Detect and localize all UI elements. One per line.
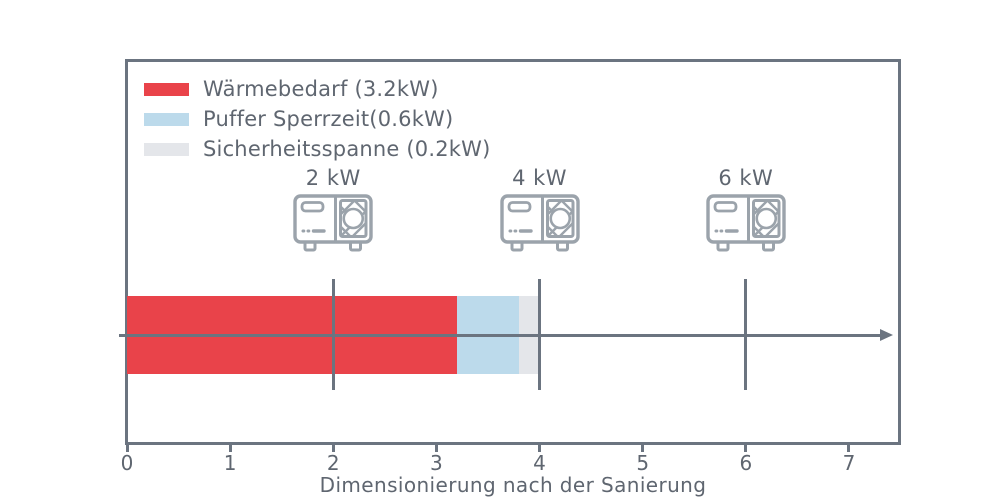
x-axis-tick-label: 1 (223, 451, 237, 475)
x-axis-tick (331, 444, 335, 452)
legend-label: Wärmebedarf (3.2kW) (203, 77, 439, 101)
legend-label: Puffer Sperrzeit(0.6kW) (203, 107, 454, 131)
legend-swatch (144, 112, 189, 126)
x-axis-tick-label: 0 (120, 451, 134, 475)
x-axis-title: Dimensionierung nach der Sanierung (319, 473, 707, 497)
x-axis-tick (434, 444, 438, 452)
x-axis-tick-label: 7 (842, 451, 856, 475)
x-axis-tick (847, 444, 851, 452)
marker-kw-label: 6 kW (718, 166, 774, 190)
legend-swatch (144, 82, 189, 96)
x-axis-tick (744, 444, 748, 452)
x-axis-tick-label: 2 (326, 451, 340, 475)
x-axis-tick-label: 3 (430, 451, 443, 475)
x-axis-tick (538, 444, 542, 452)
legend-item: Wärmebedarf (3.2kW) (144, 74, 491, 104)
legend-label: Sicherheitsspanne (0.2kW) (203, 137, 491, 161)
x-axis-arrowhead-icon (880, 329, 893, 341)
marker-kw-label: 2 kW (305, 166, 361, 190)
x-axis-tick-label: 5 (636, 451, 650, 475)
x-axis-tick-label: 4 (533, 451, 546, 475)
x-axis-tick (125, 444, 129, 452)
x-axis-tick (641, 444, 645, 452)
x-axis-arrow-line (119, 334, 882, 337)
plot-frame (125, 59, 901, 445)
legend: Wärmebedarf (3.2kW) Puffer Sperrzeit(0.6k… (144, 74, 491, 164)
legend-item: Puffer Sperrzeit(0.6kW) (144, 104, 491, 134)
legend-item: Sicherheitsspanne (0.2kW) (144, 134, 491, 164)
heat-pump-icon (499, 194, 580, 252)
heat-pump-icon (706, 194, 786, 252)
heat-pump-icon (293, 194, 373, 252)
x-axis-tick (228, 444, 232, 452)
marker-kw-label: 4 kW (512, 166, 568, 190)
legend-swatch (144, 142, 189, 156)
x-axis-tick-label: 6 (739, 451, 753, 475)
